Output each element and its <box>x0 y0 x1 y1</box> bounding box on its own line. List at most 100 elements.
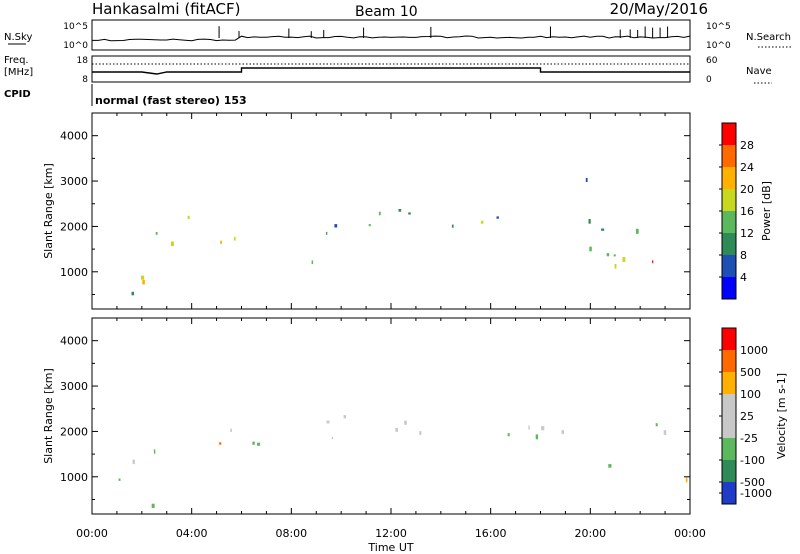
colorbar-tick-label: -100 <box>740 454 765 467</box>
colorbar-segment <box>722 372 736 395</box>
heatmap-cell <box>541 426 545 431</box>
velocity-axes: 1000 2000 3000 4000 <box>60 317 691 514</box>
y-tick-label: 2000 <box>60 220 88 233</box>
colorbar-segment <box>722 167 736 190</box>
heatmap-cell <box>663 430 667 435</box>
heatmap-cell <box>118 478 121 481</box>
heatmap-cell <box>311 260 314 265</box>
colorbar-tick-label: 500 <box>740 366 761 379</box>
heatmap-cell <box>153 449 156 454</box>
heatmap-cell <box>378 211 381 216</box>
heatmap-cell <box>343 415 346 419</box>
heatmap-cell <box>408 212 411 215</box>
heatmap-cell <box>622 257 626 262</box>
heatmap-cell <box>419 431 422 435</box>
heatmap-cell <box>535 434 539 440</box>
freq-tick-top: 18 <box>77 56 89 66</box>
heatmap-cell <box>613 254 616 257</box>
colorbar-tick-label: -500 <box>740 476 765 489</box>
heatmap-cell <box>395 427 398 432</box>
colorbar-segment <box>722 123 736 146</box>
heatmap-cell <box>171 241 174 246</box>
time-axis-ticks: 00:00 04:00 08:00 12:00 16:00 20:00 00:00 <box>76 527 706 540</box>
heatmap-cell <box>606 253 610 257</box>
y-tick-label: 2000 <box>60 425 88 438</box>
heatmap-cell <box>131 291 134 296</box>
freq-unit-label: [MHz] <box>4 67 33 78</box>
heatmap-cell <box>614 264 617 269</box>
heatmap-cell <box>655 423 658 427</box>
nsky-spikes <box>218 26 669 38</box>
x-tick-label: 12:00 <box>375 527 407 540</box>
beam-title: Beam 10 <box>355 4 418 20</box>
colorbar-segment <box>722 255 736 278</box>
heatmap-cell <box>588 219 591 224</box>
heatmap-cell <box>331 436 334 440</box>
nave-tick-top: 60 <box>706 56 718 66</box>
heatmap-cell <box>608 464 612 468</box>
x-tick-label: 04:00 <box>176 527 208 540</box>
colorbar-segment <box>722 416 736 439</box>
heatmap-cell <box>368 224 371 227</box>
heatmap-cell <box>326 231 328 235</box>
time-axis-label: Time UT <box>367 541 413 554</box>
velocity-colorbar-label: Velocity [m s-1] <box>775 373 788 459</box>
heatmap-cell <box>398 209 402 212</box>
colorbar-segment <box>722 438 736 461</box>
heatmap-cell <box>652 260 654 264</box>
colorbar-segment <box>722 482 736 505</box>
freq-panel-frame <box>91 55 691 83</box>
colorbar-segment <box>722 394 736 417</box>
x-tick-label: 00:00 <box>76 527 108 540</box>
colorbar-segment <box>722 350 736 373</box>
colorbar-segment <box>722 189 736 212</box>
heatmap-cell <box>685 477 688 483</box>
power-panel-frame <box>91 112 691 310</box>
heatmap-cell <box>585 177 588 182</box>
station-title: Hankasalmi (fitACF) <box>92 0 240 18</box>
nsearch-tick-top: 10^5 <box>706 22 731 32</box>
heatmap-cell <box>141 275 145 280</box>
nsky-tick-bottom: 10^0 <box>63 41 88 51</box>
colorbar-segment <box>722 211 736 234</box>
nave-label: Nave <box>746 66 772 77</box>
colorbar-tick-label: 24 <box>740 161 754 174</box>
power-colorbar: 4 8 12 16 20 24 28 <box>719 122 754 300</box>
velocity-panel-frame <box>91 317 691 515</box>
nsky-label: N.Sky <box>4 32 32 43</box>
date-title: 20/May/2016 <box>610 0 708 18</box>
power-colorbar-label: Power [dB] <box>760 181 773 241</box>
heatmap-cell <box>155 232 158 235</box>
heatmap-cell <box>334 224 338 228</box>
y-tick-label: 4000 <box>60 335 88 348</box>
heatmap-cell <box>480 220 484 224</box>
heatmap-cell <box>326 420 330 424</box>
nsky-trace <box>91 35 691 48</box>
velocity-ylabel: Slant Range [km] <box>42 368 55 464</box>
colorbar-tick-label: -1000 <box>740 487 772 500</box>
power-axes: 1000 2000 3000 4000 <box>60 112 691 309</box>
y-tick-label: 4000 <box>60 130 88 143</box>
x-tick-label: 16:00 <box>475 527 507 540</box>
colorbar-tick-label: 1000 <box>740 344 768 357</box>
nsearch-label: N.Search <box>746 32 791 43</box>
heatmap-cell <box>635 228 639 234</box>
colorbar-tick-label: 28 <box>740 139 754 152</box>
colorbar-tick-label: -25 <box>740 432 758 445</box>
heatmap-cell <box>252 441 255 445</box>
cpid-mode-text: normal (fast stereo) 153 <box>95 94 247 107</box>
x-tick-label: 00:00 <box>674 527 706 540</box>
colorbar-segment <box>722 277 736 300</box>
colorbar-tick-label: 16 <box>740 205 754 218</box>
power-ylabel: Slant Range [km] <box>42 163 55 259</box>
heatmap-cell <box>451 224 454 228</box>
heatmap-cell <box>589 246 592 252</box>
colorbar-tick-label: 12 <box>740 227 754 240</box>
colorbar-segment <box>722 460 736 483</box>
heatmap-cell <box>257 442 261 446</box>
heatmap-cell <box>528 425 530 430</box>
heatmap-cell <box>142 279 145 285</box>
colorbar-tick-label: 100 <box>740 388 761 401</box>
y-tick-label: 3000 <box>60 175 88 188</box>
colorbar-segment <box>722 145 736 168</box>
